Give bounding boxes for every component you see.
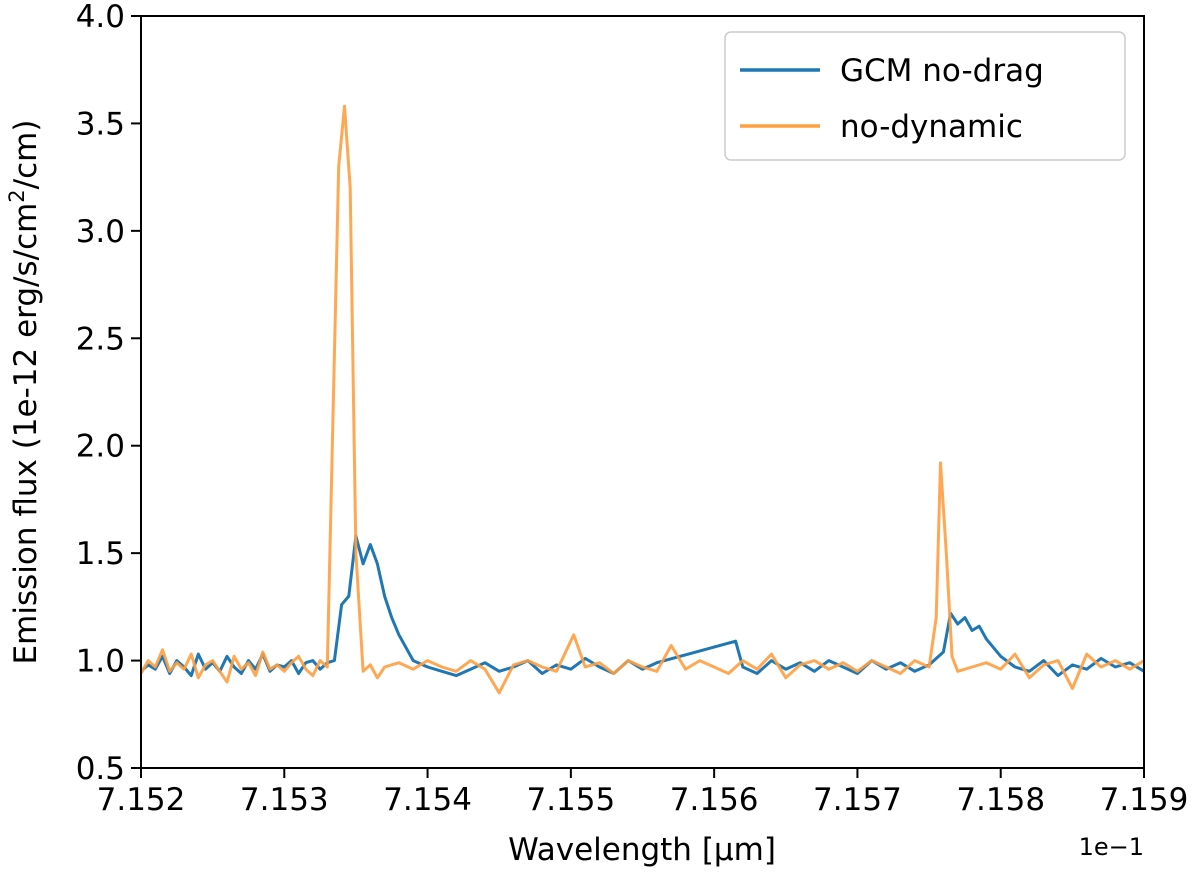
series-line-gcm-no-drag [141, 534, 1144, 678]
y-tick-label: 2.5 [76, 321, 125, 357]
legend-box [724, 31, 1126, 161]
y-tick-label: 3.5 [76, 106, 125, 142]
series-line-no-dynamic [141, 104, 1144, 695]
x-tick-label: 7.157 [813, 782, 902, 818]
y-axis-label-prefix: Emission flux (1e-12 erg/s/cm [8, 203, 44, 665]
x-axis-label: Wavelength [μm] [508, 832, 776, 868]
y-axis-label: Emission flux (1e-12 erg/s/cm2/cm) [5, 120, 44, 665]
y-tick-label: 4.0 [76, 0, 125, 35]
x-axis: 7.152 7.153 7.154 7.155 7.156 7.157 7.158 7.159 [97, 768, 1189, 818]
y-tick-label: 2.0 [76, 429, 125, 465]
x-tick-label: 7.155 [526, 782, 615, 818]
y-tick-label: 3.0 [76, 214, 125, 250]
y-axis: 0.5 1.0 1.5 2.0 2.5 3.0 3.5 4.0 [76, 0, 141, 787]
x-tick-label: 7.154 [383, 782, 472, 818]
y-tick-label: 0.5 [76, 751, 125, 787]
y-tick-label: 1.5 [76, 536, 125, 572]
y-axis-label-sup: 2 [5, 189, 29, 202]
series-group [141, 104, 1144, 695]
y-tick-label: 1.0 [76, 644, 125, 680]
x-tick-label: 7.159 [1100, 782, 1189, 818]
y-axis-label-suffix: /cm) [8, 120, 44, 190]
plot-frame [140, 15, 1145, 769]
legend-label-no-dynamic: no-dynamic [840, 109, 1023, 145]
x-tick-label: 7.156 [670, 782, 759, 818]
x-tick-label: 7.158 [956, 782, 1045, 818]
x-tick-label: 7.152 [97, 782, 186, 818]
x-tick-label: 7.153 [240, 782, 329, 818]
legend-label-gcm-no-drag: GCM no-drag [840, 53, 1044, 89]
x-offset-label: 1e−1 [1079, 833, 1144, 861]
legend: GCM no-drag no-dynamic [724, 31, 1126, 161]
